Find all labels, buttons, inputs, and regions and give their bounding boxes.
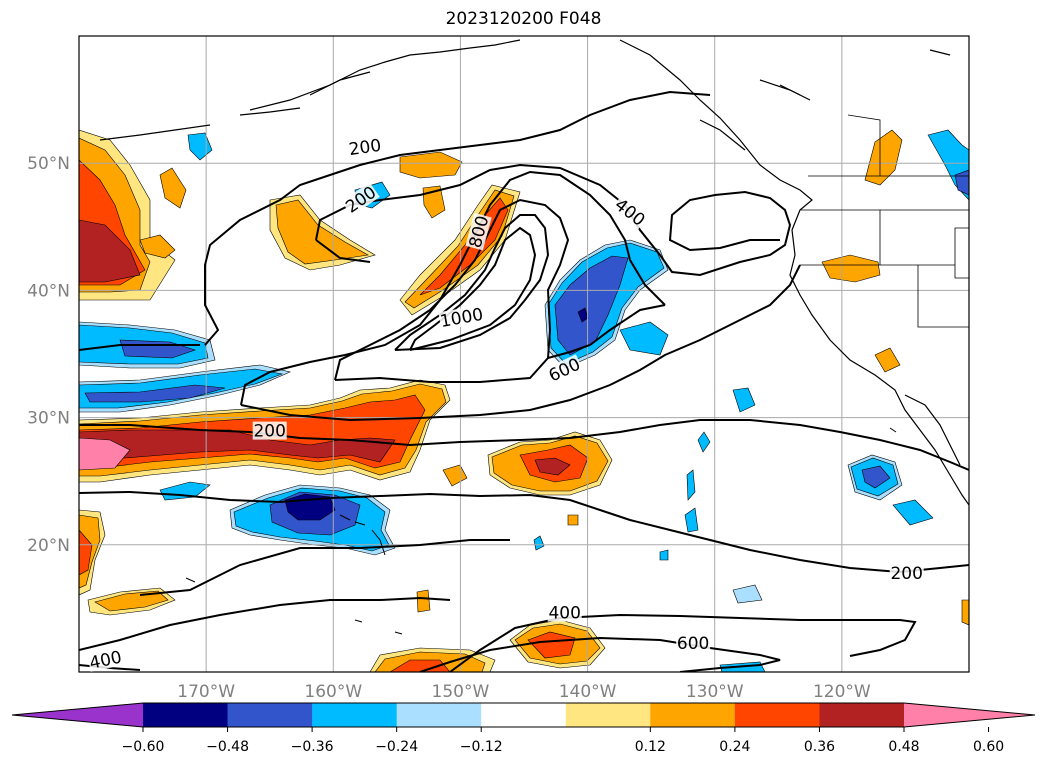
longitude-tick-label: 170°W <box>177 682 235 702</box>
contour-label-background <box>438 304 485 331</box>
contour-label: 600 <box>677 634 709 654</box>
longitude-tick-label: 140°W <box>559 682 617 702</box>
longitude-tick-label: 150°W <box>432 682 490 702</box>
colorbar-segment <box>650 703 736 727</box>
map-frame <box>78 35 970 673</box>
colorbar-tick-label: 0.36 <box>804 739 835 755</box>
colorbar-tick-label: −0.12 <box>460 739 503 755</box>
contour-label-background <box>252 421 287 440</box>
contour-label-background <box>86 647 124 672</box>
latitude-tick-label: 40°N <box>27 281 70 301</box>
colorbar-segment <box>734 703 820 727</box>
latitude-tick-label: 20°N <box>27 536 70 556</box>
contour-label-group: 400 <box>547 603 582 623</box>
colorbar-segment <box>312 703 398 727</box>
contour-lines <box>79 90 969 672</box>
colorbar-segment <box>565 703 651 727</box>
latitude-tick-label: 50°N <box>27 154 70 174</box>
colorbar-extend-max <box>904 703 1035 727</box>
longitude-tick-label: 160°W <box>304 682 362 702</box>
latitude-labels: 20°N 30°N 40°N 50°N <box>27 154 70 556</box>
colorbar-segment <box>481 703 567 727</box>
colorbar-segment <box>227 703 313 727</box>
colorbar-tick-label: 0.24 <box>719 739 750 755</box>
contour-label: 200 <box>348 136 383 160</box>
contour-label: 200 <box>253 422 285 442</box>
colorbar-tick-label: −0.36 <box>291 739 334 755</box>
contour-label-group: 200 <box>252 421 287 442</box>
colorbar-tick-label: 0.60 <box>973 739 1004 755</box>
contour-label-background <box>346 135 384 159</box>
colorbar-tick-label: 0.48 <box>888 739 919 755</box>
colorbar-segment <box>143 703 229 727</box>
contour-label-background <box>545 354 584 385</box>
longitude-labels: 170°W 160°W 150°W 140°W 130°W 120°W <box>177 682 871 702</box>
contour-label-group: 200 <box>346 135 384 160</box>
colorbar-tick-label: −0.60 <box>122 739 165 755</box>
political-borders <box>800 114 969 328</box>
contour-label-group: 600 <box>676 634 711 654</box>
contour-label-background <box>341 182 380 217</box>
colorbar-extend-min <box>12 703 143 727</box>
longitude-tick-label: 130°W <box>686 682 744 702</box>
contour-label-background <box>676 634 711 653</box>
contour-label-group: 200 <box>889 564 924 584</box>
map-title: 2023120200 F048 <box>445 9 602 29</box>
map-area <box>79 36 969 672</box>
latitude-tick-label: 30°N <box>27 409 70 429</box>
colorbar-segment <box>819 703 905 727</box>
contour-label-background <box>611 194 650 230</box>
longitude-tick-label: 120°W <box>813 682 871 702</box>
contour-label-group: 400 <box>86 647 124 674</box>
colorbar-tick-label: −0.48 <box>206 739 249 755</box>
colorbar-tick-label: −0.24 <box>375 739 418 755</box>
colorbar: −0.60 −0.48 −0.36 −0.24 −0.12 0.12 0.24 0.36 0.4… <box>11 702 1036 755</box>
contour-label-background <box>465 212 492 251</box>
colorbar-segment <box>396 703 482 727</box>
contour-label: 400 <box>548 603 580 623</box>
colorbar-tick-label: 0.12 <box>635 739 666 755</box>
islands <box>185 427 897 635</box>
contour-label-background <box>547 603 582 622</box>
contour-label: 200 <box>890 564 922 584</box>
contour-label-background <box>889 564 924 583</box>
coastline <box>99 39 969 506</box>
